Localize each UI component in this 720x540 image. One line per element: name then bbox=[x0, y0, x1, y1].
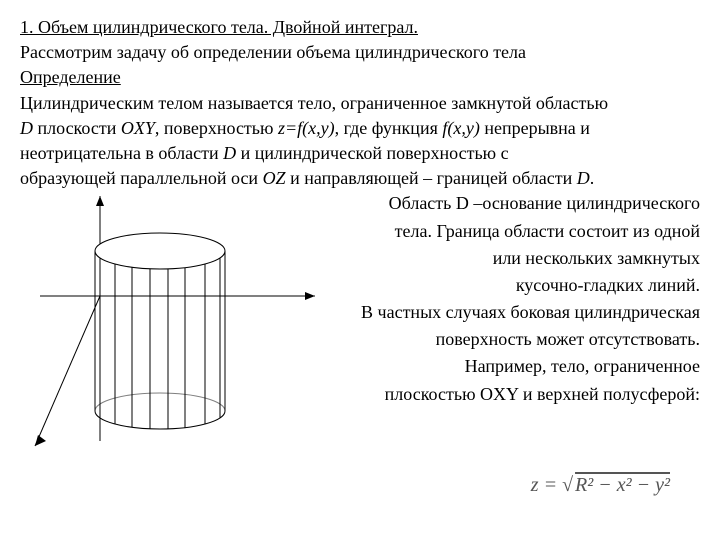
r1: Область D –основание цилиндрического bbox=[320, 191, 700, 216]
sym-oxy: OXY bbox=[121, 118, 155, 138]
sym-oz: OZ bbox=[263, 168, 286, 188]
title: 1. Объем цилиндрического тела. Двойной и… bbox=[20, 15, 700, 40]
line-3: Определение bbox=[20, 65, 700, 90]
r7: Например, тело, ограниченное bbox=[320, 354, 700, 379]
txt: . bbox=[590, 168, 595, 188]
sym-z: z=f(x,y) bbox=[278, 118, 335, 138]
formula-radicand: R² − x² − y² bbox=[573, 474, 670, 496]
txt: и направляющей – границей области bbox=[286, 168, 577, 188]
r6: поверхность может отсутствовать. bbox=[320, 327, 700, 352]
r4: кусочно-гладких линий. bbox=[320, 273, 700, 298]
right-text-column: Область D –основание цилиндрического тел… bbox=[320, 191, 700, 409]
line-6: образующей параллельной оси OZ и направл… bbox=[20, 166, 700, 191]
r8: плоскостью OXY и верхней полусферой: bbox=[320, 382, 700, 407]
cylinder-diagram bbox=[20, 191, 320, 461]
sym-f: f(x,y) bbox=[442, 118, 479, 138]
line-5: неотрицательна в области D и цилиндричес… bbox=[20, 141, 700, 166]
r5: В частных случаях боковая цилиндрическая bbox=[320, 300, 700, 325]
sym-D: D bbox=[20, 118, 33, 138]
txt: непрерывна и bbox=[480, 118, 590, 138]
formula-lhs: z = bbox=[531, 474, 562, 496]
diagram-and-text-row: Область D –основание цилиндрического тел… bbox=[20, 191, 700, 461]
txt: , где функция bbox=[335, 118, 443, 138]
sym-D: D bbox=[577, 168, 590, 188]
formula: z = √R² − x² − y² bbox=[20, 471, 700, 499]
r3: или нескольких замкнутых bbox=[320, 246, 700, 271]
line-4b: D плоскости OXY, поверхностью z=f(x,y), … bbox=[20, 116, 700, 141]
r2: тела. Граница области состоит из одной bbox=[320, 219, 700, 244]
txt: образующей параллельной оси bbox=[20, 168, 263, 188]
txt: неотрицательна в области bbox=[20, 143, 223, 163]
sym-D: D bbox=[223, 143, 236, 163]
txt: , поверхностью bbox=[155, 118, 278, 138]
line-4a: Цилиндрическим телом называется тело, ог… bbox=[20, 91, 700, 116]
txt: и цилиндрической поверхностью с bbox=[236, 143, 508, 163]
diagram-column bbox=[20, 191, 320, 461]
line-2: Рассмотрим задачу об определении объема … bbox=[20, 40, 700, 65]
txt: плоскости bbox=[33, 118, 121, 138]
